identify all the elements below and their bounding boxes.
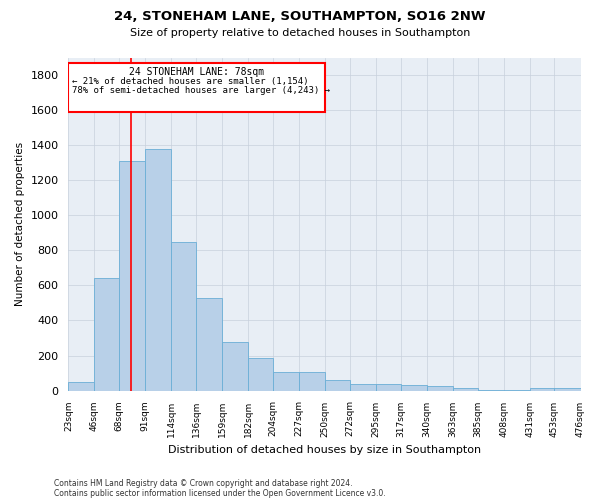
Bar <box>196 298 222 390</box>
Bar <box>68 63 325 112</box>
Bar <box>248 358 273 390</box>
Bar <box>273 372 299 390</box>
Bar <box>119 161 145 390</box>
Bar <box>222 342 248 390</box>
Bar <box>299 372 325 390</box>
Text: 24 STONEHAM LANE: 78sqm: 24 STONEHAM LANE: 78sqm <box>129 67 264 77</box>
Text: Contains public sector information licensed under the Open Government Licence v3: Contains public sector information licen… <box>54 488 386 498</box>
Bar <box>171 242 196 390</box>
Bar <box>68 382 94 390</box>
X-axis label: Distribution of detached houses by size in Southampton: Distribution of detached houses by size … <box>168 445 481 455</box>
Text: Contains HM Land Registry data © Crown copyright and database right 2024.: Contains HM Land Registry data © Crown c… <box>54 478 353 488</box>
Bar <box>94 278 119 390</box>
Bar <box>376 384 401 390</box>
Text: Size of property relative to detached houses in Southampton: Size of property relative to detached ho… <box>130 28 470 38</box>
Bar <box>427 386 453 390</box>
Bar <box>554 388 581 390</box>
Bar <box>453 388 478 390</box>
Bar <box>350 384 376 390</box>
Text: 24, STONEHAM LANE, SOUTHAMPTON, SO16 2NW: 24, STONEHAM LANE, SOUTHAMPTON, SO16 2NW <box>114 10 486 23</box>
Bar <box>325 380 350 390</box>
Bar <box>145 148 171 390</box>
Bar <box>401 386 427 390</box>
Y-axis label: Number of detached properties: Number of detached properties <box>15 142 25 306</box>
Bar <box>530 388 554 390</box>
Text: ← 21% of detached houses are smaller (1,154): ← 21% of detached houses are smaller (1,… <box>72 77 308 86</box>
Text: 78% of semi-detached houses are larger (4,243) →: 78% of semi-detached houses are larger (… <box>72 86 330 96</box>
